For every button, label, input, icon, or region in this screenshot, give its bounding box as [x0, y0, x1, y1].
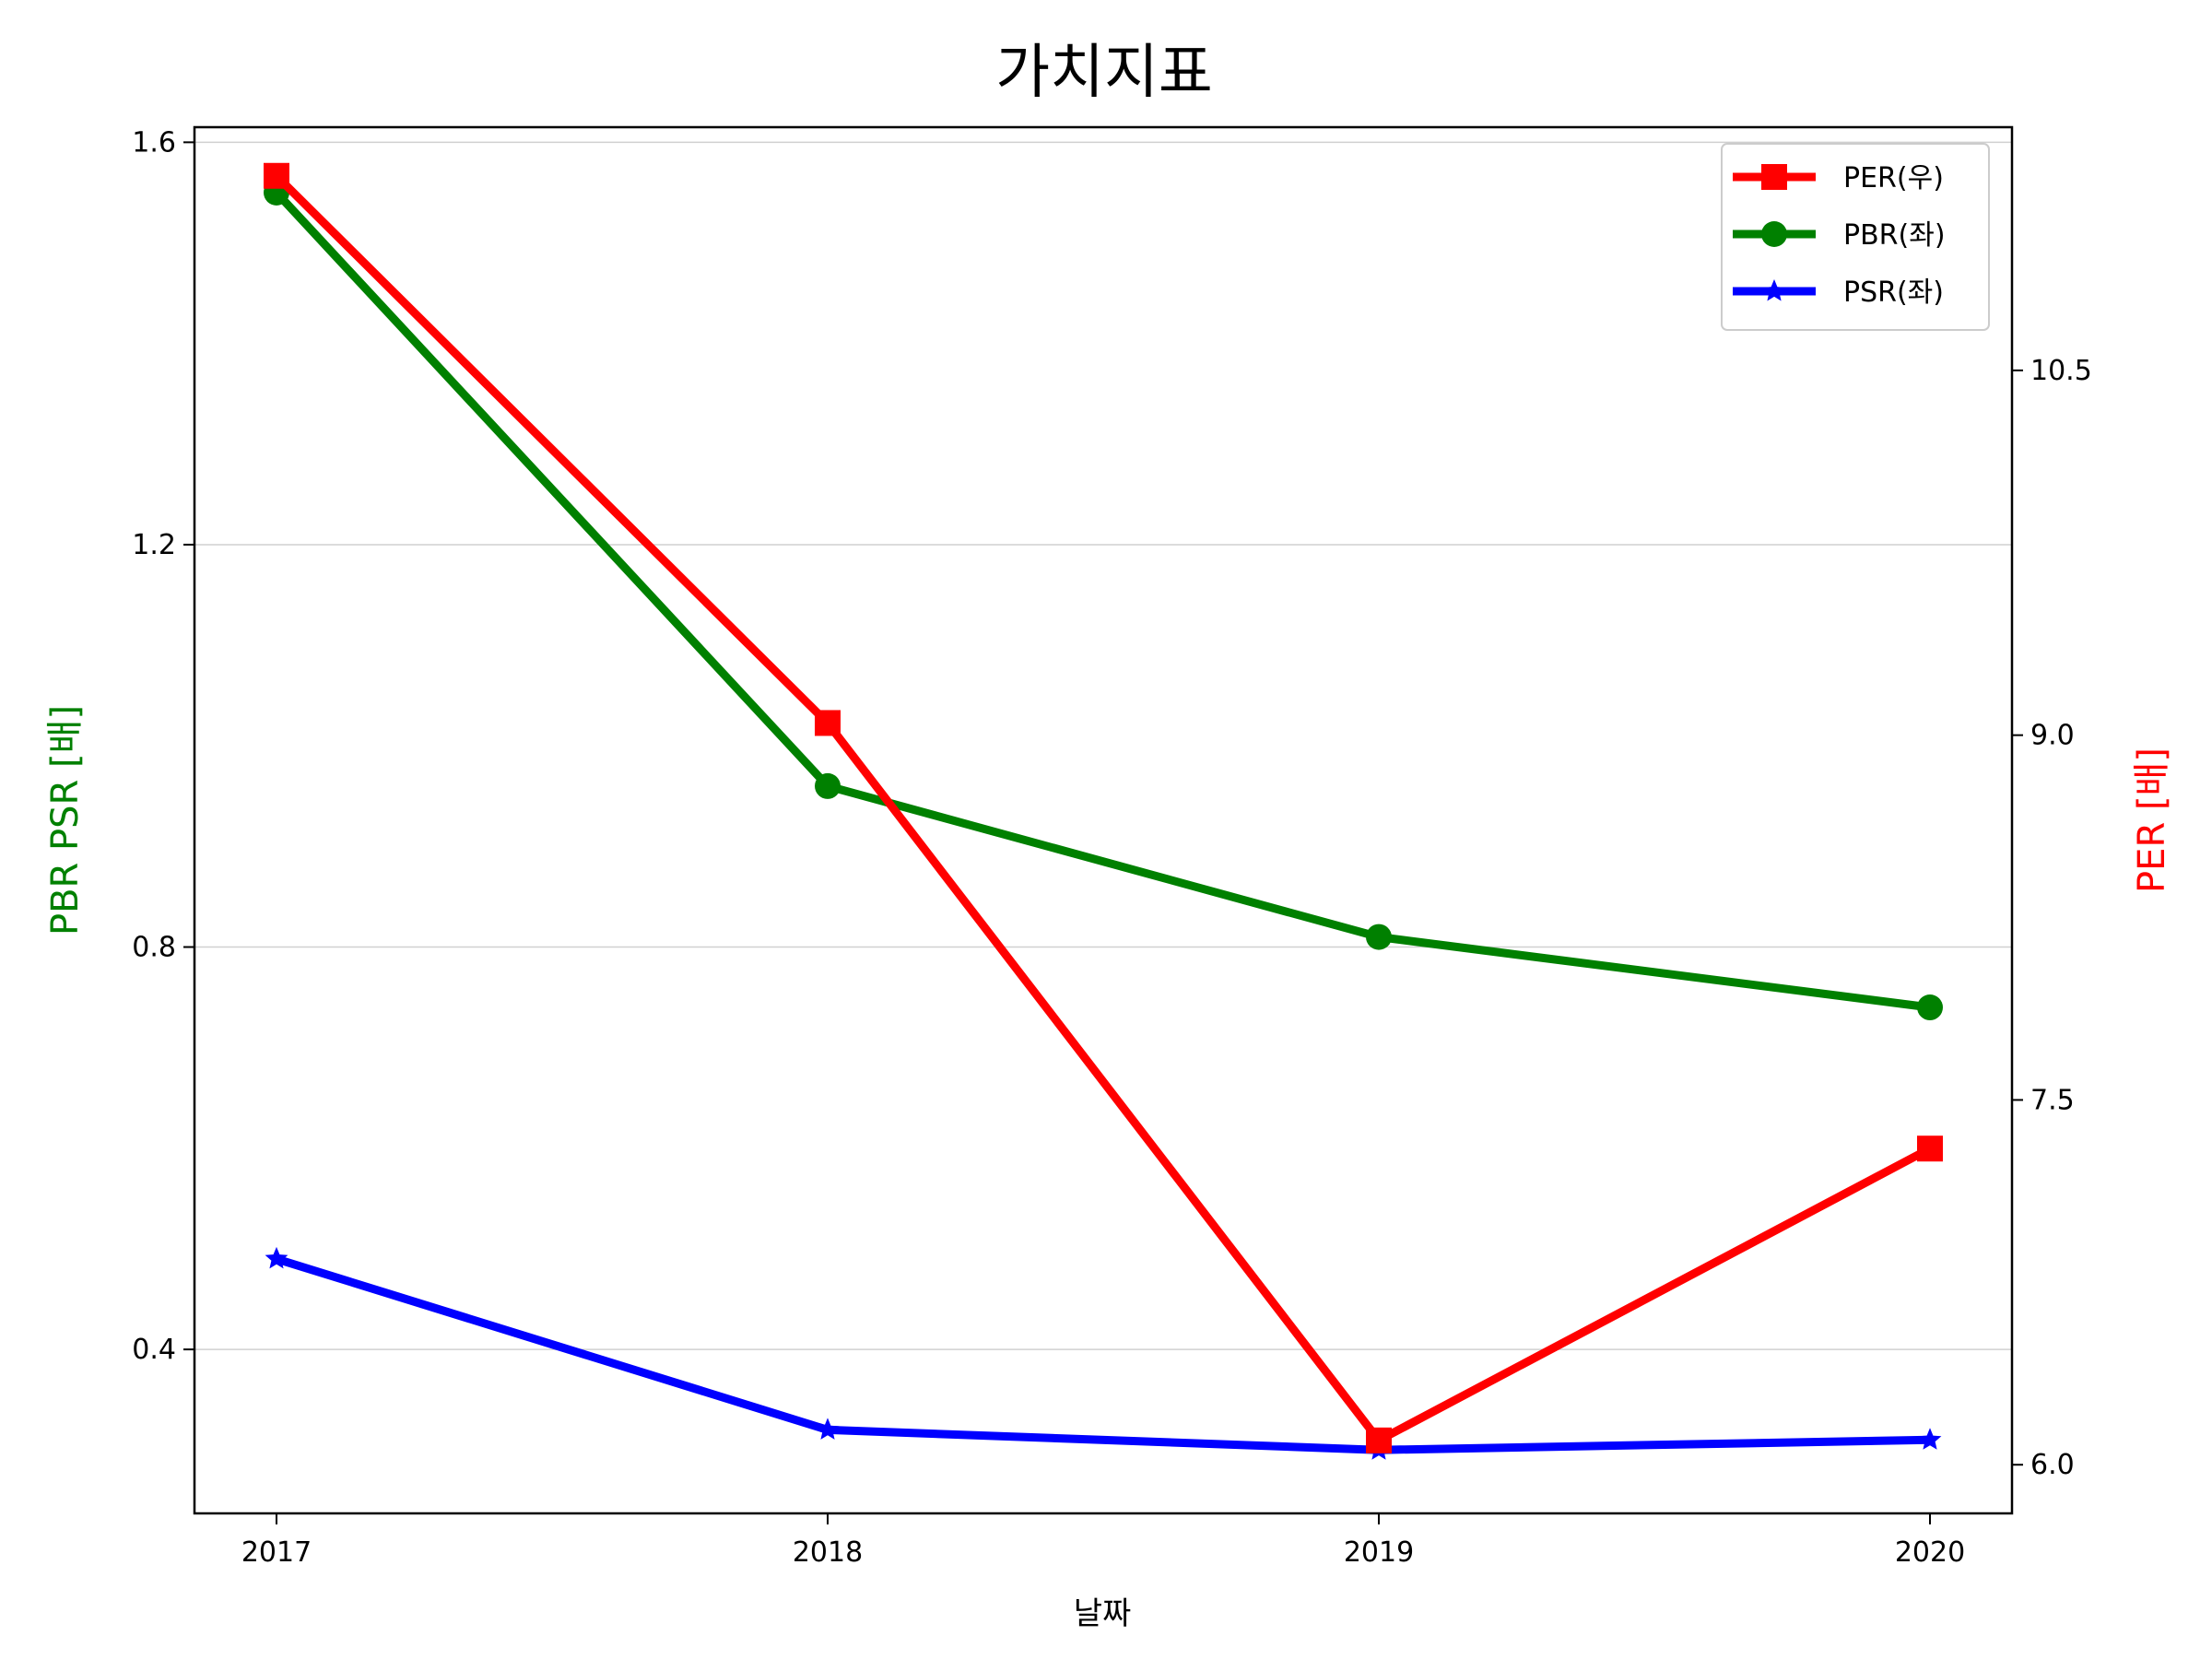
series-line [275, 1254, 1931, 1454]
y-axis-label-right: PER [배] [2131, 747, 2173, 893]
data-point [1366, 1427, 1392, 1453]
x-tick-label: 2018 [793, 1536, 863, 1569]
x-axis: 2017 2018 2019 2020 [241, 1513, 1965, 1569]
data-point [1917, 1135, 1943, 1162]
y-tick-label-right: 6.0 [2030, 1449, 2075, 1481]
series-PSR(좌) [265, 1246, 1942, 1460]
y-tick-label-left: 0.8 [132, 932, 176, 964]
legend-swatch-marker [1761, 221, 1787, 247]
data-point [265, 1246, 288, 1269]
legend-label: PBR(좌) [1843, 219, 1946, 252]
chart-title: 가치지표 [995, 39, 1213, 107]
y-tick-label-left: 0.4 [132, 1334, 176, 1366]
data-point [815, 710, 841, 736]
data-point [816, 1418, 840, 1440]
legend-item: PER(우) [1733, 162, 1944, 194]
plot-area [193, 125, 2014, 1515]
series-line [273, 189, 1931, 1012]
grid-lines [194, 141, 2012, 1350]
legend-item: PBR(좌) [1733, 219, 1946, 252]
legend-box [1721, 143, 1990, 331]
data-point [1366, 924, 1392, 950]
y-tick-label-left: 1.6 [132, 126, 176, 159]
series-PER(우) [264, 162, 1943, 1453]
series-line [273, 172, 1933, 1445]
data-point [1917, 994, 1943, 1021]
y-axis-left: 0.4 0.8 1.2 1.6 [132, 126, 194, 1366]
y-tick-label-right: 9.0 [2030, 720, 2075, 752]
series-layer [264, 162, 1943, 1460]
y-axis-label-left: PBR PSR [배] [44, 705, 87, 935]
x-tick-label: 2020 [1895, 1536, 1965, 1569]
y-tick-label-left: 1.2 [132, 529, 176, 561]
legend-label: PSR(좌) [1843, 276, 1944, 309]
x-tick-label: 2017 [241, 1536, 312, 1569]
legend-swatch-marker [1762, 279, 1786, 301]
data-point [264, 162, 289, 189]
y-tick-label-right: 10.5 [2030, 355, 2092, 387]
y-axis-right: 6.0 7.5 9.0 10.5 [2012, 355, 2092, 1481]
legend-label: PER(우) [1843, 162, 1944, 194]
legend-swatch-marker [1761, 164, 1787, 190]
x-tick-label: 2019 [1344, 1536, 1414, 1569]
series-PBR(좌) [264, 179, 1943, 1021]
data-point [1918, 1428, 1942, 1450]
legend: PER(우) PBR(좌) PSR(좌) [1721, 143, 1990, 331]
legend-item: PSR(좌) [1733, 276, 1944, 309]
data-point [815, 772, 841, 799]
x-axis-label: 날짜 [1074, 1595, 1132, 1632]
y-tick-label-right: 7.5 [2030, 1084, 2075, 1116]
